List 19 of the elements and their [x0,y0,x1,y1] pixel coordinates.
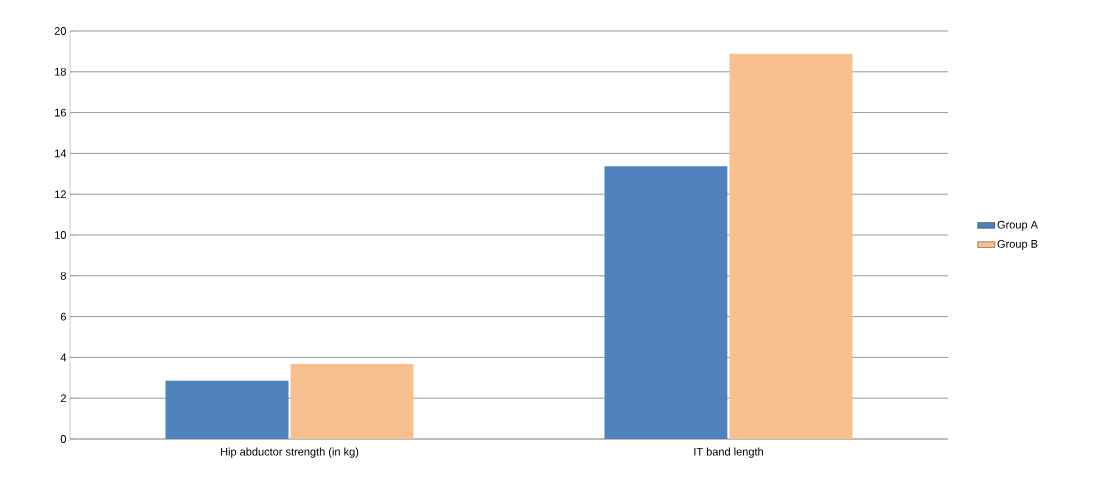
bar [165,380,289,439]
y-tick-label: 8 [60,271,66,280]
y-tick-label: 6 [60,312,66,321]
legend-label: Group A [997,220,1038,231]
y-tick-label: 16 [55,108,66,117]
legend-label: Group B [997,240,1038,250]
y-tick-label: 18 [55,67,66,76]
bar [729,53,853,439]
x-tick-label: IT band length [694,447,763,458]
y-tick-label: 12 [55,190,66,199]
bar [290,363,414,439]
y-tick-label: 4 [60,353,67,362]
y-tick-label: 10 [55,231,67,239]
y-tick-label: 20 [54,27,67,35]
bar [604,166,728,439]
y-tick-label: 14 [55,149,67,158]
x-tick-label: Hip abductor strength (in kg) [221,447,359,458]
y-tick-label: 2 [60,394,66,403]
y-tick-label: 0 [60,435,67,443]
